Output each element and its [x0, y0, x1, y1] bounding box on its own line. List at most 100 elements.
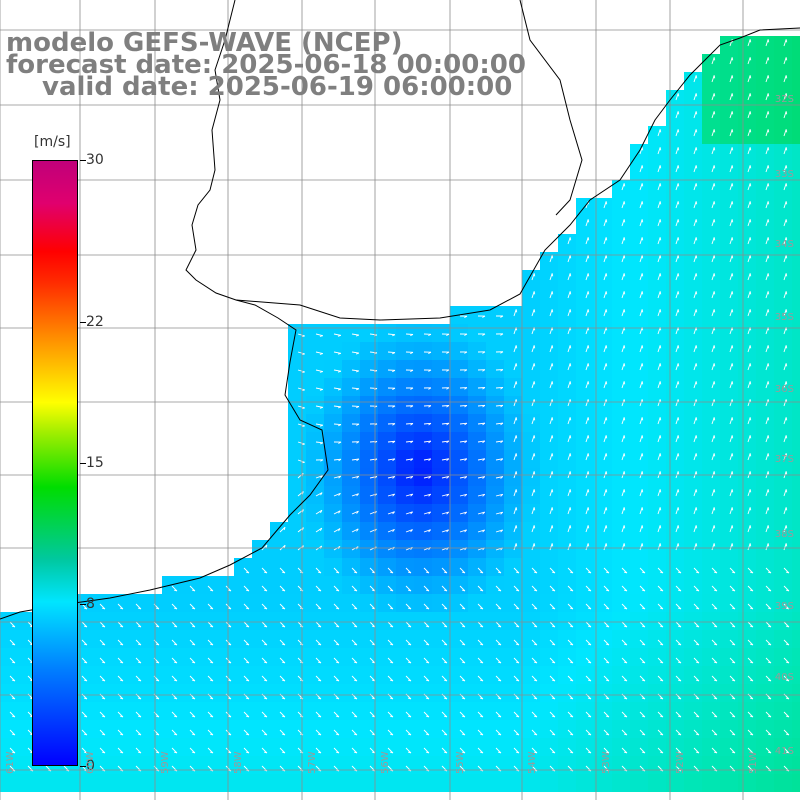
wind-cell: [648, 630, 666, 648]
wind-arrow-head: [570, 255, 571, 258]
wind-cell: [414, 414, 432, 432]
wind-cell: [666, 702, 684, 720]
wind-cell: [738, 378, 756, 396]
wind-cell: [630, 648, 648, 666]
wind-cell: [648, 450, 666, 468]
wind-arrow-head: [768, 345, 769, 348]
wind-cell: [288, 648, 306, 666]
wind-arrow-head: [696, 75, 697, 78]
wind-cell: [576, 360, 594, 378]
wind-arrow-head: [516, 525, 517, 528]
wind-cell: [342, 378, 360, 396]
wind-cell: [324, 558, 342, 576]
wind-cell: [522, 774, 540, 792]
wind-arrow-head: [606, 237, 607, 240]
wind-cell: [198, 720, 216, 738]
wind-arrow-head: [714, 273, 715, 276]
wind-cell: [324, 648, 342, 666]
wind-cell: [720, 306, 738, 324]
wind-cell: [792, 36, 800, 54]
wind-arrow-head: [768, 363, 769, 366]
colorbar: [32, 160, 78, 766]
wind-cell: [468, 342, 486, 360]
wind-cell: [720, 522, 738, 540]
wind-arrow-head: [786, 111, 787, 114]
wind-arrow-head: [678, 543, 679, 546]
wind-cell: [270, 558, 288, 576]
wind-cell: [522, 666, 540, 684]
wind-arrow-head: [624, 471, 625, 474]
wind-cell: [720, 450, 738, 468]
wind-arrow-head: [570, 237, 571, 240]
wind-cell: [792, 342, 800, 360]
wind-cell: [612, 342, 630, 360]
wind-arrow-head: [588, 507, 589, 510]
wind-cell: [720, 396, 738, 414]
wind-cell: [666, 486, 684, 504]
wind-cell: [396, 630, 414, 648]
wind-cell: [378, 630, 396, 648]
wind-arrow-head: [534, 489, 535, 492]
wind-cell: [756, 486, 774, 504]
wind-cell: [378, 414, 396, 432]
wind-cell: [342, 576, 360, 594]
wind-cell: [270, 720, 288, 738]
wind-cell: [666, 612, 684, 630]
wind-cell: [630, 468, 648, 486]
wind-cell: [756, 144, 774, 162]
wind-cell: [558, 756, 576, 774]
wind-cell: [756, 594, 774, 612]
wind-cell: [666, 468, 684, 486]
wind-arrow-head: [624, 345, 625, 348]
wind-cell: [720, 234, 738, 252]
wind-cell: [756, 684, 774, 702]
wind-cell: [720, 342, 738, 360]
wind-arrow-head: [768, 471, 769, 474]
wind-cell: [324, 594, 342, 612]
wind-cell: [198, 576, 216, 594]
wind-cell: [594, 702, 612, 720]
wind-cell: [432, 324, 450, 342]
wind-cell: [648, 522, 666, 540]
wind-cell: [576, 756, 594, 774]
wind-cell: [684, 270, 702, 288]
wind-cell: [288, 612, 306, 630]
wind-arrow-head: [570, 489, 571, 492]
wind-arrow-head: [606, 201, 607, 204]
wind-cell: [702, 540, 720, 558]
wind-cell: [558, 270, 576, 288]
wind-cell: [126, 594, 144, 612]
latitude-label: 38S: [775, 529, 794, 540]
wind-arrow-head: [732, 129, 733, 132]
wind-cell: [378, 360, 396, 378]
wind-cell: [180, 648, 198, 666]
wind-cell: [396, 558, 414, 576]
wind-cell: [612, 414, 630, 432]
wind-cell: [144, 774, 162, 792]
wind-cell: [288, 540, 306, 558]
wind-cell: [522, 414, 540, 432]
wind-cell: [504, 576, 522, 594]
wind-cell: [396, 396, 414, 414]
wind-arrow-head: [642, 381, 643, 384]
wind-arrow-head: [786, 201, 787, 204]
wind-cell: [756, 648, 774, 666]
wind-cell: [666, 144, 684, 162]
wind-arrow-head: [696, 165, 697, 168]
wind-cell: [306, 396, 324, 414]
wind-cell: [198, 738, 216, 756]
wind-arrow-head: [588, 489, 589, 492]
wind-cell: [720, 288, 738, 306]
wind-cell: [540, 324, 558, 342]
wind-cell: [126, 684, 144, 702]
wind-cell: [468, 576, 486, 594]
wind-arrow-head: [606, 219, 607, 222]
wind-cell: [648, 594, 666, 612]
wind-cell: [630, 612, 648, 630]
wind-cell: [126, 774, 144, 792]
wind-cell: [702, 396, 720, 414]
wind-cell: [774, 108, 792, 126]
wind-cell: [792, 54, 800, 72]
wind-arrow-head: [750, 453, 751, 456]
wind-cell: [342, 702, 360, 720]
